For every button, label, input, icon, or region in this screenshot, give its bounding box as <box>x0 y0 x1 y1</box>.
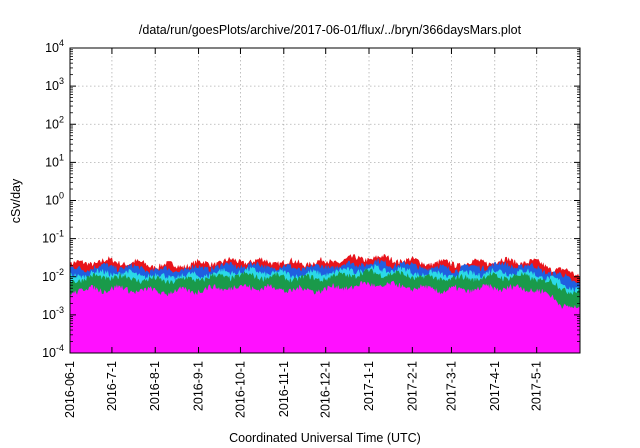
x-tick-label: 2016-06-1 <box>63 361 77 418</box>
x-tick-label: 2017-5-1 <box>530 361 544 411</box>
y-tick-label: 10-4 <box>42 343 64 360</box>
x-tick-label: 2017-4-1 <box>488 361 502 411</box>
series-area <box>69 280 581 354</box>
axis-ticks <box>69 47 580 354</box>
y-tick-label: 102 <box>45 114 64 131</box>
x-axis-label: Coordinated Universal Time (UTC) <box>229 431 421 445</box>
x-tick-label: 2016-8-1 <box>148 361 162 411</box>
x-tick-label: 2016-7-1 <box>105 361 119 411</box>
x-tick-label: 2017-3-1 <box>445 361 459 411</box>
x-tick-labels: 2016-06-1 2016-7-1 2016-8-1 2016-9-1 2016-10… <box>63 361 544 418</box>
x-tick-label: 2016-11-1 <box>277 361 291 417</box>
x-tick-label: 2016-10-1 <box>234 361 248 418</box>
y-tick-label: 100 <box>45 191 64 208</box>
y-tick-labels: 10-4 10-3 10-2 10-1 100 101 102 103 104 <box>42 38 64 360</box>
x-tick-label: 2016-12-1 <box>319 361 333 418</box>
x-tick-label: 2016-9-1 <box>192 361 206 411</box>
y-tick-label: 10-3 <box>42 305 64 322</box>
x-tick-label: 2017-2-1 <box>405 361 419 411</box>
x-tick-label: 2017-1-1 <box>362 361 376 411</box>
y-axis-label: cSv/day <box>9 178 23 223</box>
y-tick-label: 10-2 <box>42 267 64 284</box>
series-area-group <box>69 253 581 354</box>
y-tick-label: 104 <box>45 38 64 55</box>
y-tick-label: 103 <box>45 76 64 93</box>
chart-title: /data/run/goesPlots/archive/2017-06-01/f… <box>139 23 522 37</box>
y-tick-label: 101 <box>45 152 64 169</box>
y-tick-label: 10-1 <box>42 229 64 246</box>
